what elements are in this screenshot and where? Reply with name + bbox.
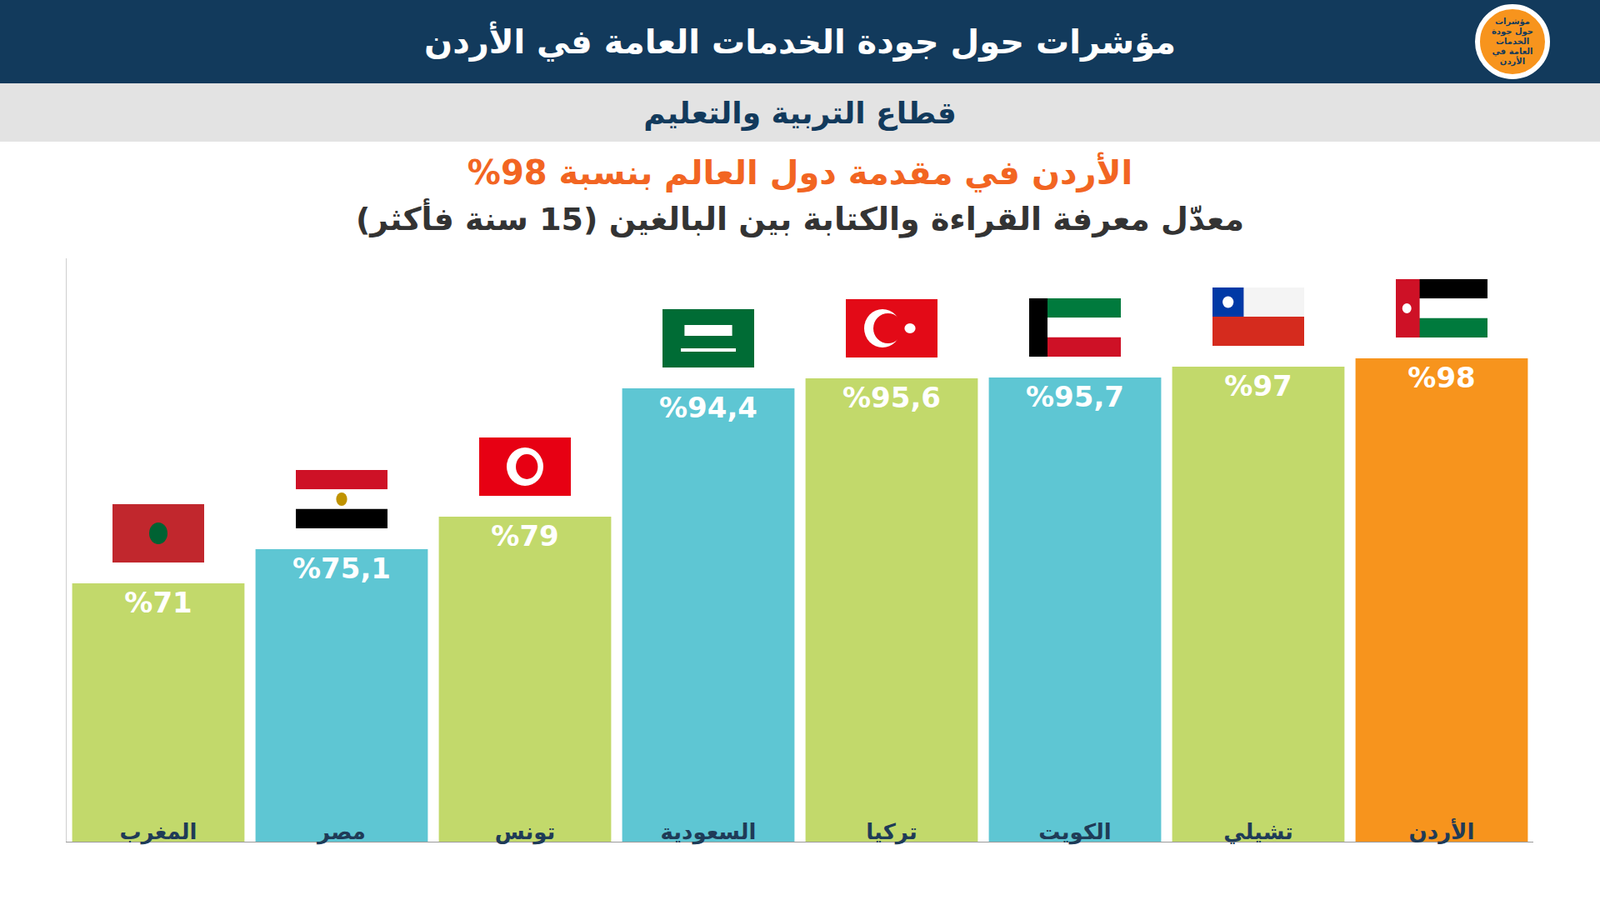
svg-text:%95,7: %95,7 — [1025, 380, 1125, 414]
svg-text:تشيلي: تشيلي — [1223, 819, 1294, 845]
svg-text:الأردن: الأردن — [1409, 818, 1475, 845]
svg-text:السعودية: السعودية — [660, 819, 757, 845]
html-text:الأردن في مقدمة دول العالم بنس: الأردن في مقدمة دول العالم بنسبة 98% — [467, 153, 1133, 192]
html-text:معدّل معرفة القراءة والكتابة ب: معدّل معرفة القراءة والكتابة بين البالغي… — [355, 200, 1245, 238]
svg-text:مصر: مصر — [315, 819, 366, 845]
svg-text:الكويت: الكويت — [1038, 819, 1111, 845]
svg-text:%94,4: %94,4 — [659, 390, 758, 425]
svg-text:المغرب: المغرب — [119, 819, 197, 845]
svg-text:تركيا: تركيا — [865, 819, 917, 845]
svg-text:%79: %79 — [490, 519, 559, 553]
svg-text:%75,1: %75,1 — [292, 551, 391, 585]
svg-text:%97: %97 — [1224, 369, 1292, 403]
html-text:قطاع التربية والتعليم: قطاع التربية والتعليم — [643, 95, 957, 130]
html-text:مؤشرات حول جودة الخدمات العامة: مؤشرات حول جودة الخدمات العامة في الأردن — [1491, 16, 1534, 66]
svg-text:%98: %98 — [1407, 360, 1475, 395]
svg-text:%71: %71 — [124, 585, 192, 620]
svg-text:تونس: تونس — [495, 819, 556, 845]
html-text:مؤشرات حول جودة الخدمات العامة: مؤشرات حول جودة الخدمات العامة في الأردن — [424, 22, 1176, 61]
svg-text:%95,6: %95,6 — [842, 380, 941, 415]
